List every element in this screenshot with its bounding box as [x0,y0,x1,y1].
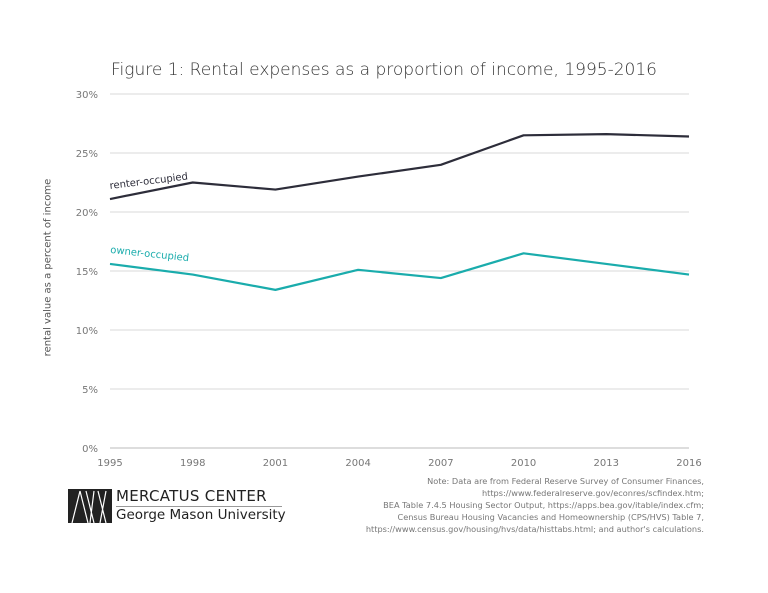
x-tick-label: 1995 [97,458,122,469]
series-line-owner-occupied [109,252,690,291]
x-tick-label: 2001 [263,458,288,469]
y-tick-label: 10% [76,326,98,337]
y-tick-label: 5% [82,385,98,396]
y-tick-label: 25% [76,149,98,160]
logo-line2: George Mason University [116,507,286,523]
series-line-renter-occupied [109,133,690,201]
logo-mark-icon [68,489,112,523]
series-label: renter-occupied [109,171,189,192]
logo-divider [116,506,282,507]
logo-line1: MERCATUS CENTER [116,487,267,505]
x-tick-label: 2004 [345,458,370,469]
y-tick-label: 20% [76,208,98,219]
y-tick-label: 15% [76,267,98,278]
x-tick-label: 2013 [594,458,619,469]
y-tick-label: 0% [82,444,98,455]
source-note: Note: Data are from Federal Reserve Surv… [365,476,704,534]
y-tick-label: 30% [76,90,98,101]
series-label: owner-occupied [110,245,190,264]
chart-title: Figure 1: Rental expenses as a proportio… [111,60,657,80]
x-tick-label: 2010 [511,458,536,469]
x-tick-label: 2016 [676,458,701,469]
x-tick-label: 1998 [180,458,205,469]
x-tick-label: 2007 [428,458,453,469]
